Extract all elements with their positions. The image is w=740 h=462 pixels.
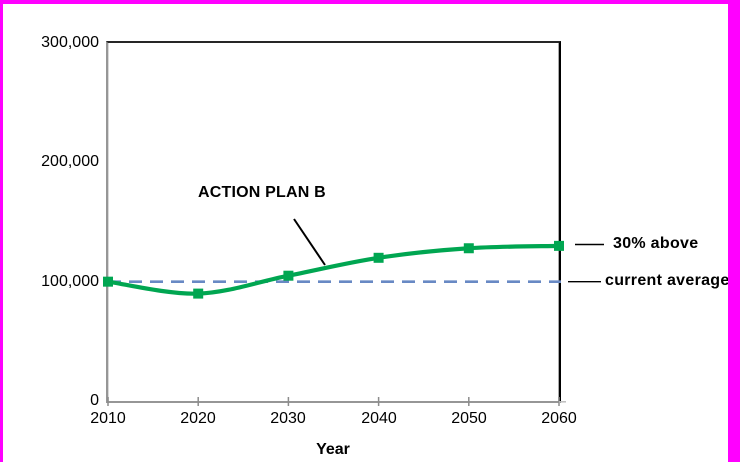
y-tick-label: 200,000 (41, 153, 99, 170)
baseline-annotation: current average (605, 272, 730, 289)
series-annotation: ACTION PLAN B (198, 184, 326, 201)
x-tick-label: 2020 (180, 410, 216, 427)
plot-area (106, 41, 561, 403)
x-tick-label: 2060 (541, 410, 577, 427)
x-tick-label: 2010 (90, 410, 126, 427)
y-tick-label: 0 (90, 392, 99, 409)
y-tick-label: 100,000 (41, 273, 99, 290)
x-tick-label: 2050 (451, 410, 487, 427)
line-chart: 300,000 200,000 100,000 0 2010 2020 2030… (3, 4, 730, 462)
x-axis-title: Year (316, 441, 350, 458)
x-tick-label: 2030 (270, 410, 306, 427)
y-tick-label: 300,000 (41, 34, 99, 51)
end-value-annotation: 30% above (613, 235, 699, 252)
x-tick-label: 2040 (361, 410, 397, 427)
